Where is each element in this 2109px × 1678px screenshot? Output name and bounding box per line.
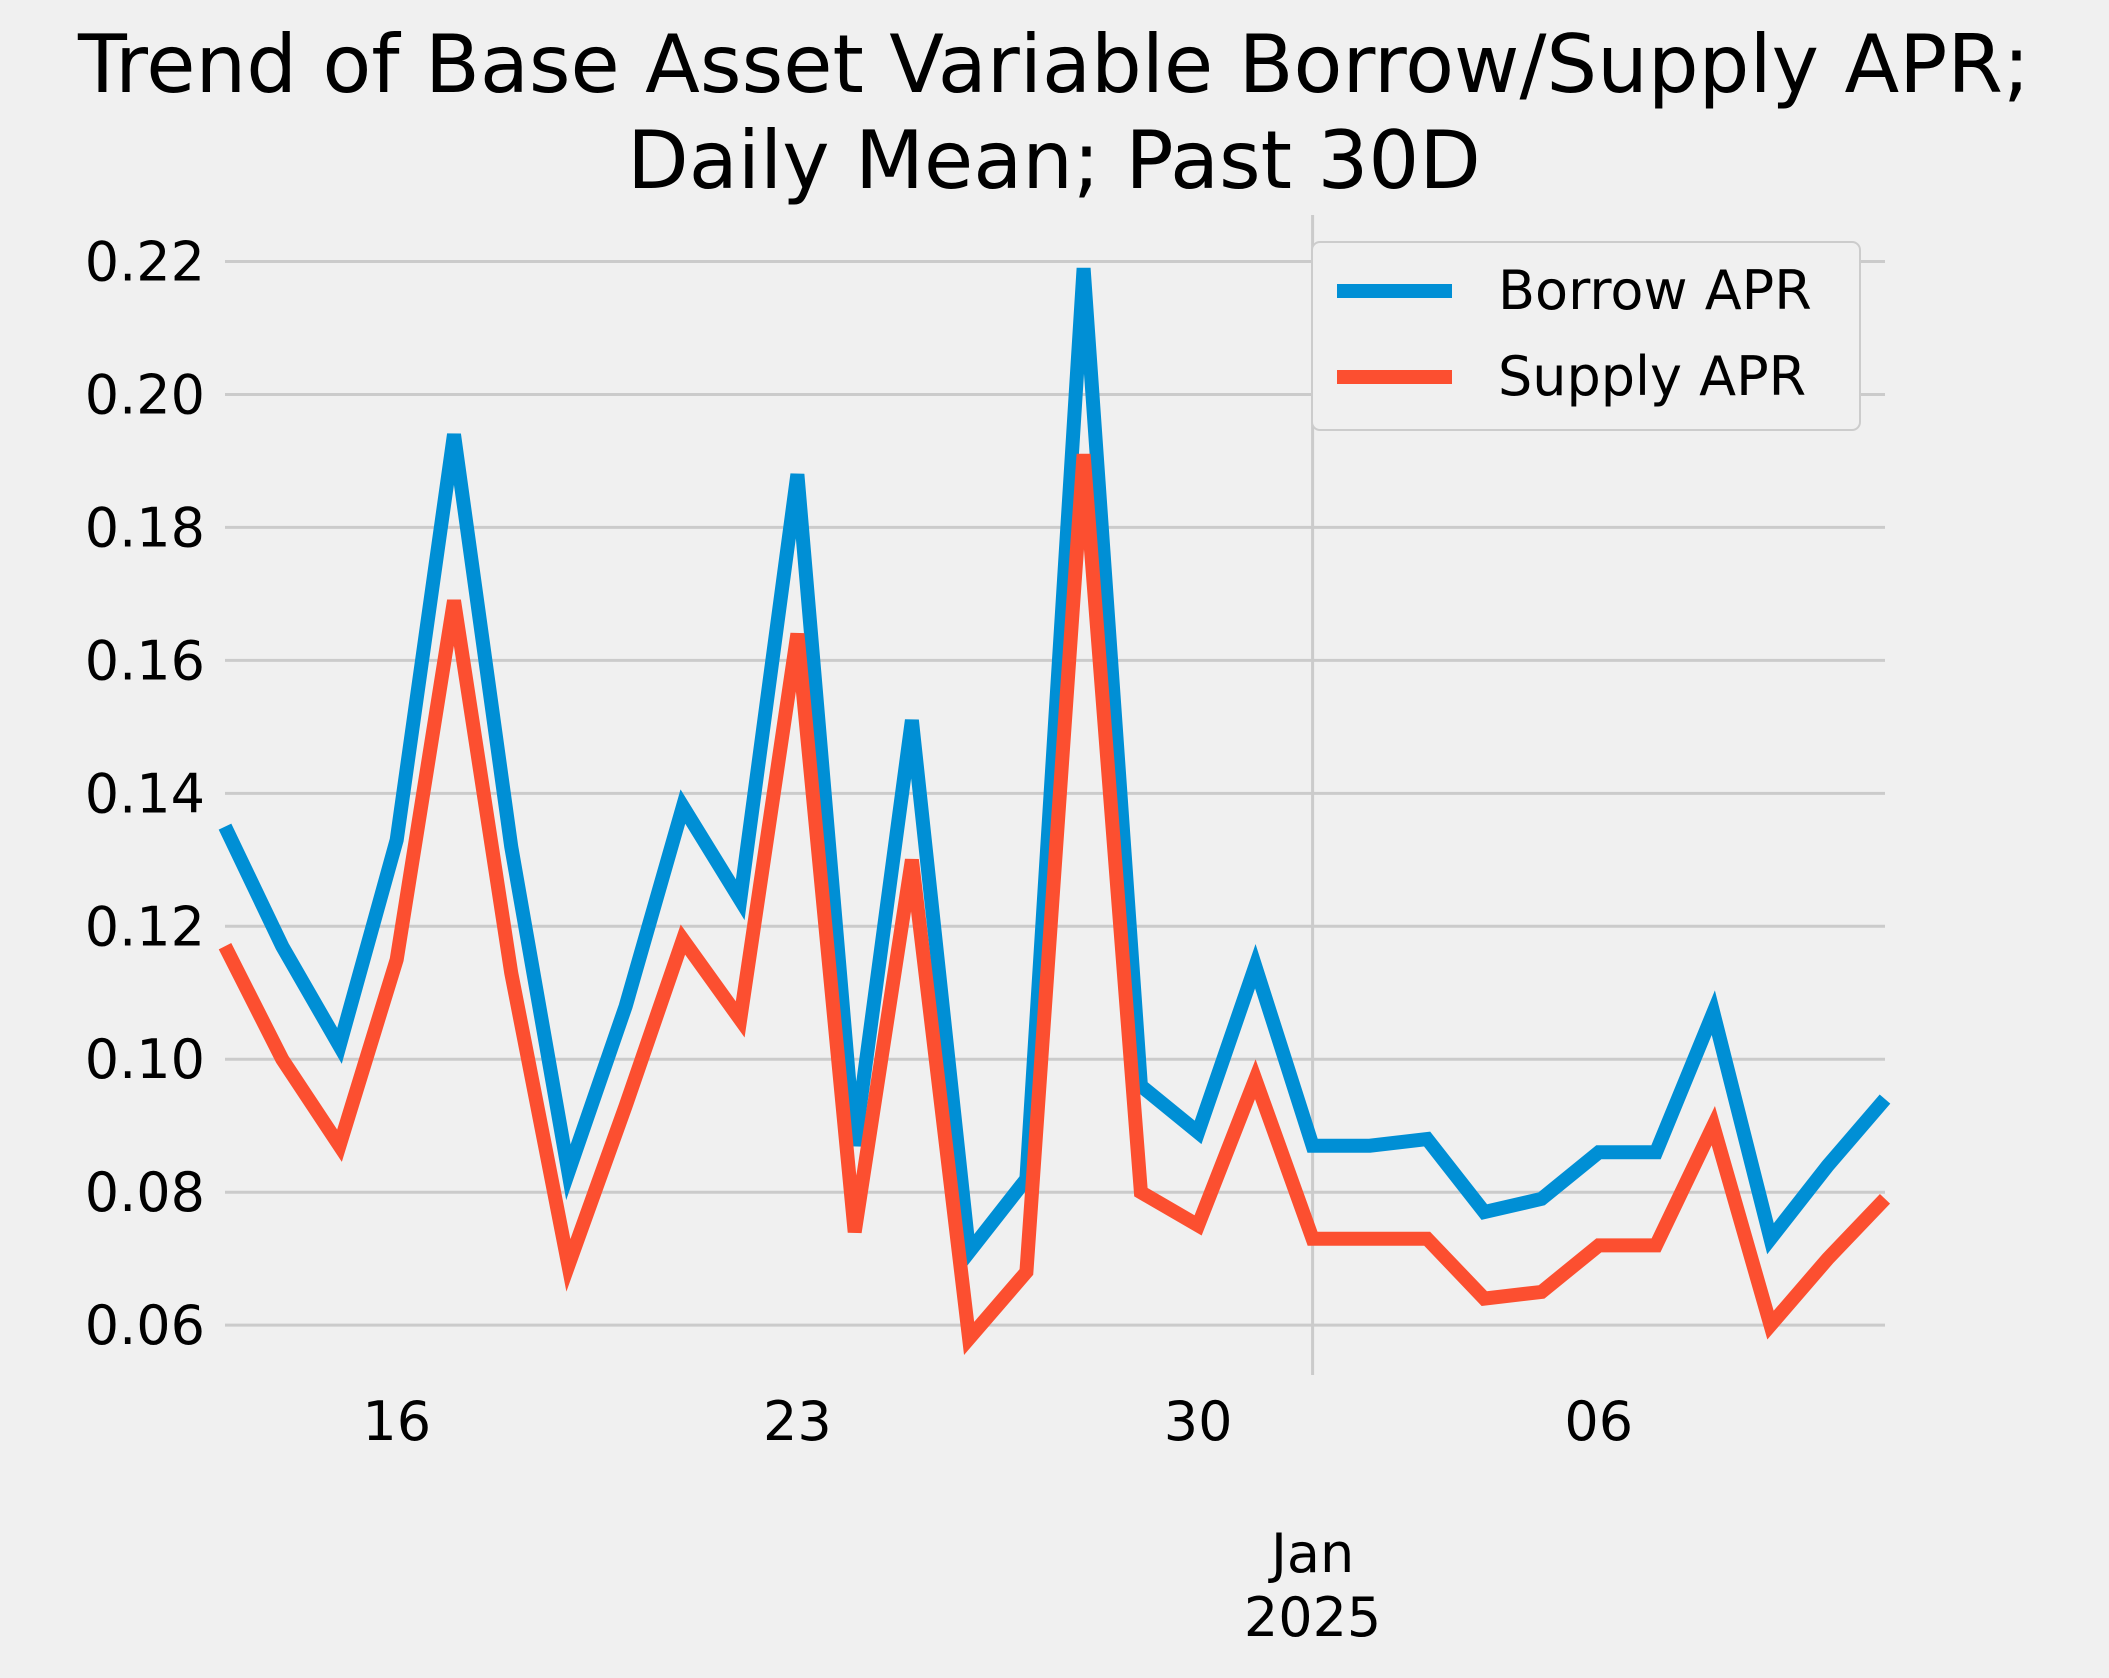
legend-label-supply-apr: Supply APR xyxy=(1498,345,1806,408)
series-line-supply-apr xyxy=(218,453,1891,1355)
y-tick-label: 0.06 xyxy=(85,1294,205,1357)
x-tick-label: 30 xyxy=(1164,1390,1233,1453)
y-tick-label: 0.18 xyxy=(85,496,205,559)
series-line-borrow-apr xyxy=(218,267,1891,1270)
series-lines xyxy=(218,267,1891,1355)
chart-title-line-1: Trend of Base Asset Variable Borrow/Supp… xyxy=(77,18,2030,111)
y-tick-label: 0.16 xyxy=(85,629,205,692)
y-tick-label: 0.20 xyxy=(85,363,205,426)
y-tick-label: 0.10 xyxy=(85,1028,205,1091)
x-major-tick-label-year: 2025 xyxy=(1244,1586,1381,1649)
y-tick-label: 0.08 xyxy=(85,1161,205,1224)
y-tick-label: 0.14 xyxy=(85,762,205,825)
y-tick-label: 0.12 xyxy=(85,895,205,958)
axis-ticks: 0.060.080.100.120.140.160.180.200.22Jan2… xyxy=(85,231,1633,1649)
y-tick-label: 0.22 xyxy=(85,231,205,294)
legend: Borrow APR Supply APR xyxy=(1311,241,1861,431)
chart-title-line-2: Daily Mean; Past 30D xyxy=(627,114,1481,207)
x-major-tick-label-month: Jan xyxy=(1268,1522,1354,1585)
legend-label-borrow-apr: Borrow APR xyxy=(1498,259,1812,322)
x-tick-label: 23 xyxy=(763,1390,832,1453)
x-tick-label: 16 xyxy=(362,1390,431,1453)
x-tick-label: 06 xyxy=(1564,1390,1633,1453)
